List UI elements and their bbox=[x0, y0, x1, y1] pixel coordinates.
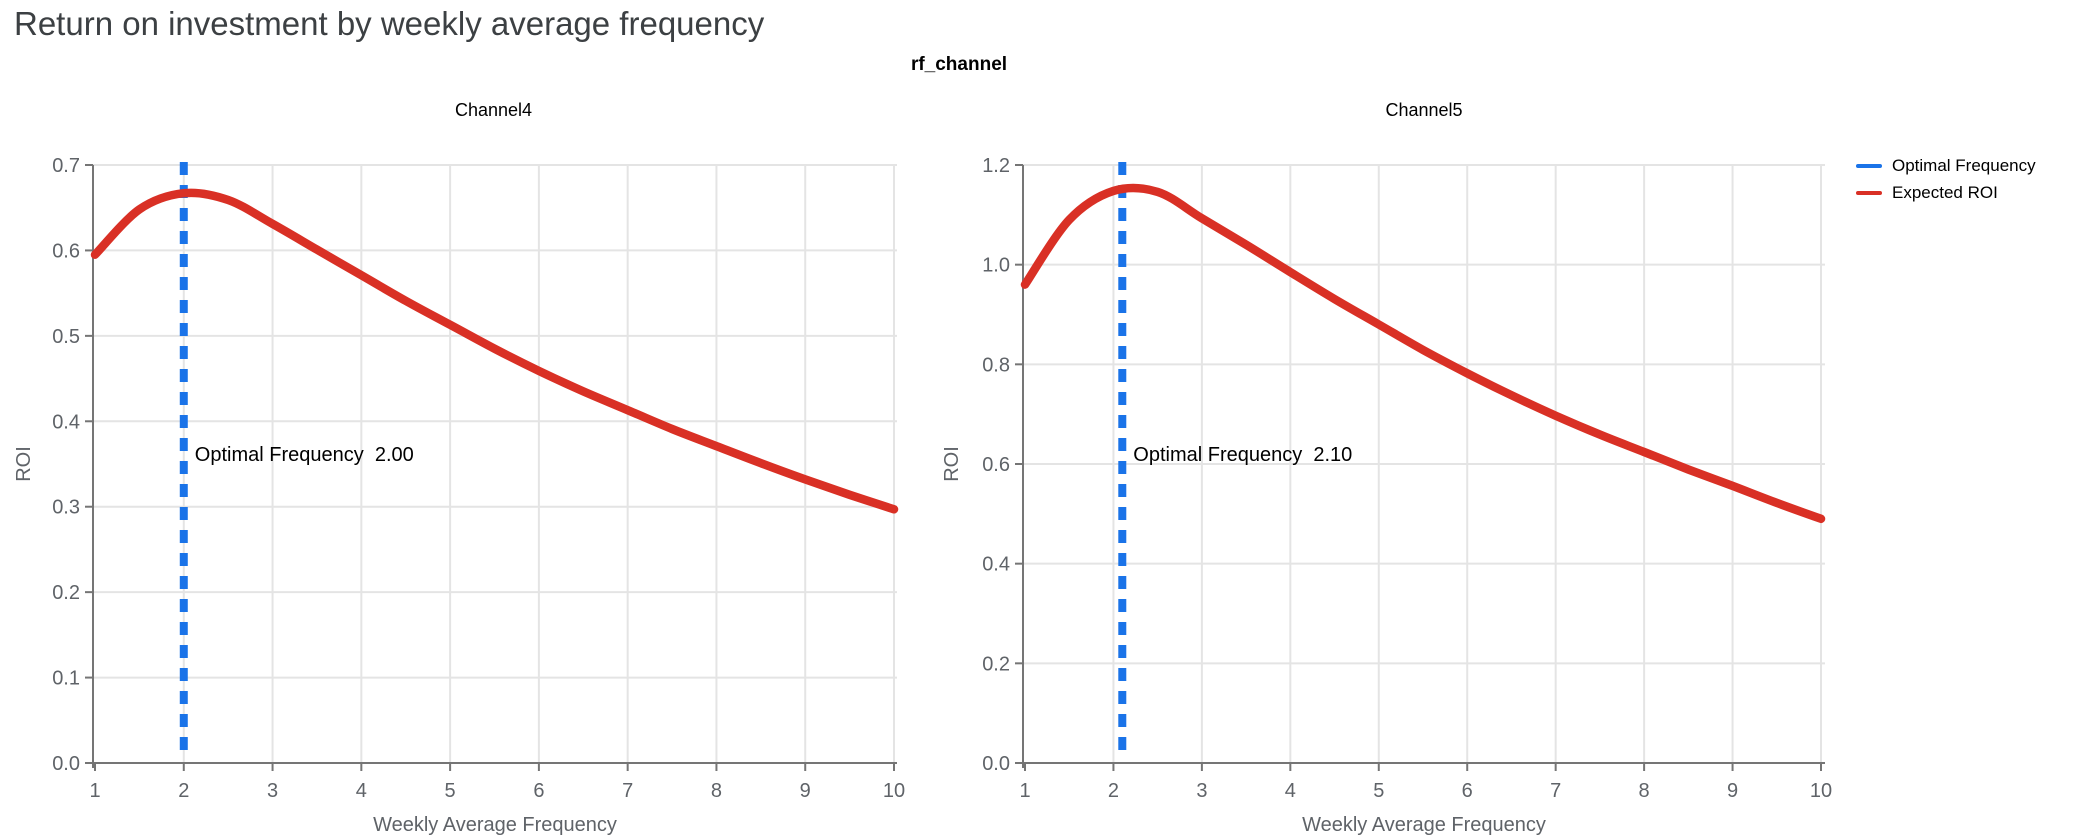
x-tick-label: 8 bbox=[1639, 780, 1650, 802]
gridlines bbox=[93, 164, 897, 763]
x-tick-label: 2 bbox=[1108, 780, 1119, 802]
x-tick-label: 1 bbox=[89, 780, 100, 802]
y-tick-label: 0.6 bbox=[52, 240, 80, 262]
x-tick-label: 9 bbox=[800, 780, 811, 802]
y-tick-label: 0.7 bbox=[52, 155, 80, 177]
x-axis-title: Weekly Average Frequency bbox=[1302, 814, 1546, 836]
x-tick-label: 6 bbox=[533, 780, 544, 802]
x-tick-label: 3 bbox=[267, 780, 278, 802]
expected-roi-curve bbox=[1020, 183, 1826, 524]
legend-item-expected-roi[interactable]: Expected ROI bbox=[1856, 183, 2036, 203]
x-tick-label: 10 bbox=[883, 780, 905, 802]
page-title: Return on investment by weekly average f… bbox=[14, 5, 765, 42]
subplot-title-channel4: Channel4 bbox=[454, 100, 533, 120]
optimal-frequency-annotation: Optimal Frequency 2.10 bbox=[1133, 444, 1352, 466]
axes bbox=[85, 164, 897, 771]
facet-title: rf_channel bbox=[910, 54, 1008, 75]
legend-item-optimal-frequency[interactable]: Optimal Frequency bbox=[1856, 156, 2036, 176]
x-tick-label: 7 bbox=[1550, 780, 1561, 802]
y-tick-label: 0.8 bbox=[982, 354, 1010, 376]
tick-labels: 1 2 3 4 5 6 7 8 9 10 0.0 0.1 0.2 0.3 0.4 0.5 0.6 0.7 bbox=[52, 155, 905, 802]
x-tick-label: 3 bbox=[1196, 780, 1207, 802]
y-tick-label: 0.3 bbox=[52, 497, 80, 519]
x-tick-label: 7 bbox=[622, 780, 633, 802]
y-axis-title: ROI bbox=[13, 446, 35, 482]
x-tick-label: 5 bbox=[445, 780, 456, 802]
y-tick-label: 0.6 bbox=[982, 454, 1010, 476]
y-tick-label: 0.5 bbox=[52, 326, 80, 348]
optimal-frequency-annotation: Optimal Frequency 2.00 bbox=[195, 444, 414, 466]
chart-legend: Optimal Frequency Expected ROI bbox=[1856, 156, 2036, 210]
x-tick-label: 4 bbox=[356, 780, 367, 802]
tick-labels: 1 2 3 4 5 6 7 8 9 10 0.0 0.2 0.4 0.6 0.8 1.0 1.2 bbox=[982, 155, 1832, 802]
x-axis-title: Weekly Average Frequency bbox=[373, 814, 617, 836]
x-tick-label: 10 bbox=[1810, 780, 1832, 802]
y-tick-label: 0.0 bbox=[982, 753, 1010, 775]
legend-label: Expected ROI bbox=[1892, 183, 1998, 202]
y-axis-title: ROI bbox=[941, 446, 963, 482]
x-tick-label: 2 bbox=[178, 780, 189, 802]
y-tick-label: 0.4 bbox=[52, 411, 80, 433]
subplot-channel4: 1 2 3 4 5 6 7 8 9 10 0.0 0.1 0.2 0.3 0.4 0.5 0.6 0.7 Weekl… bbox=[13, 155, 905, 836]
y-tick-label: 0.2 bbox=[52, 582, 80, 604]
y-tick-label: 1.0 bbox=[982, 255, 1010, 277]
y-tick-label: 0.1 bbox=[52, 668, 80, 690]
gridlines bbox=[1023, 164, 1825, 763]
y-tick-label: 0.2 bbox=[982, 653, 1010, 675]
x-tick-label: 9 bbox=[1727, 780, 1738, 802]
x-tick-label: 6 bbox=[1462, 780, 1473, 802]
expected-roi-curve bbox=[90, 188, 899, 514]
axes bbox=[1015, 164, 1825, 771]
subplot-channel5: 1 2 3 4 5 6 7 8 9 10 0.0 0.2 0.4 0.6 0.8 1.0 1.2 Weekly A… bbox=[941, 155, 1832, 836]
legend-label: Optimal Frequency bbox=[1892, 156, 2036, 175]
subplot-title-channel5: Channel5 bbox=[1385, 100, 1463, 120]
y-tick-label: 0.0 bbox=[52, 753, 80, 775]
x-tick-label: 5 bbox=[1373, 780, 1384, 802]
x-tick-label: 8 bbox=[711, 780, 722, 802]
y-tick-label: 0.4 bbox=[982, 554, 1010, 576]
x-tick-label: 4 bbox=[1285, 780, 1296, 802]
optimal-frequency-line-swatch bbox=[1856, 164, 1882, 168]
x-tick-label: 1 bbox=[1019, 780, 1030, 802]
expected-roi-line-swatch bbox=[1856, 191, 1882, 195]
y-tick-label: 1.2 bbox=[982, 155, 1010, 177]
